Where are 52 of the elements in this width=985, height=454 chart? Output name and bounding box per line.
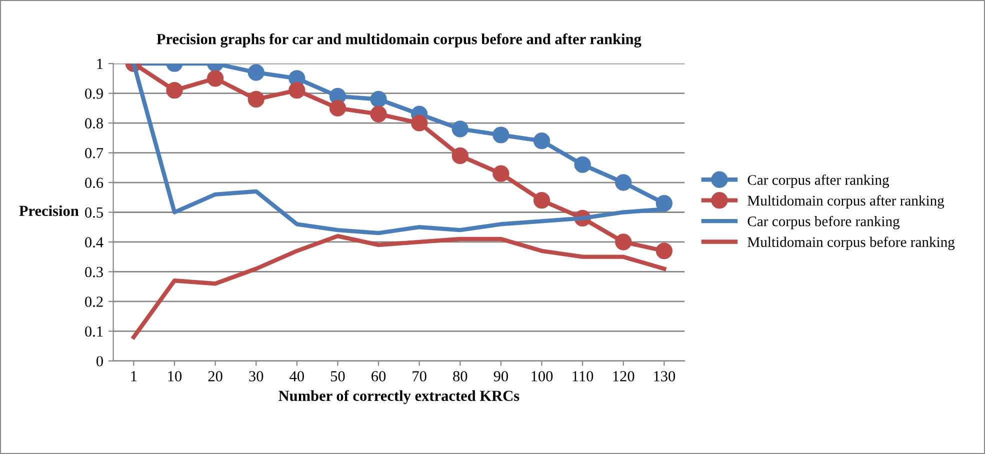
x-tick-label: 70 [412,371,426,382]
x-tick-label: 50 [330,371,345,382]
x-tick-label: 1 [131,371,137,382]
legend-label: Multidomain corpus after ranking [748,195,944,209]
y-tick-label: 0.7 [85,148,104,158]
legend-label: Multidomain corpus before ranking [748,236,955,250]
y-tick-label: 0.2 [85,296,103,307]
x-tick-label: 100 [532,371,553,382]
x-tick-label: 60 [372,371,386,382]
point [288,82,306,99]
x-tick-label: 20 [208,371,222,382]
point [370,106,387,122]
point [452,147,468,164]
point [492,165,510,182]
x-tick-label: 110 [572,371,594,382]
x-tick-label: 130 [654,371,676,382]
point [370,90,387,108]
x-tick-label: 40 [290,371,304,382]
y-tick-label: 0 [96,356,103,366]
point [533,192,550,209]
x-tick-label: 120 [613,371,634,382]
legend-label: Car corpus after ranking [748,174,890,188]
point [166,82,183,99]
point [615,234,632,250]
y-axis-title: Precision [19,205,79,216]
point [410,114,428,132]
point [574,156,591,173]
y-tick-label: 0.3 [85,266,103,278]
point [492,126,510,144]
legend-label: Car corpus before ranking [748,216,900,230]
point [656,242,673,260]
point [533,132,550,150]
x-tick-label: 30 [249,371,264,382]
y-tick-label: 0.6 [85,178,104,188]
x-axis-title: Number of correctly extracted KRCs [278,390,520,404]
point [329,100,346,116]
point [615,174,632,191]
chart-title: Precision graphs for car and multidomain corpus before and after ranking [156,33,642,48]
point [206,70,224,87]
y-tick-label: 0.8 [85,118,103,129]
x-tick-label: 90 [494,371,508,382]
x-tick-label: 10 [168,371,182,382]
y-tick-label: 0.9 [85,88,103,99]
point [248,90,264,108]
y-tick-label: 0.5 [85,207,103,218]
point [452,120,468,138]
y-tick-label: 0.1 [85,326,103,337]
y-tick-label: 1 [97,58,103,69]
point [248,64,264,81]
y-tick-label: 0.4 [85,237,104,248]
line-series [132,234,666,340]
x-tick-label: 80 [453,371,468,382]
